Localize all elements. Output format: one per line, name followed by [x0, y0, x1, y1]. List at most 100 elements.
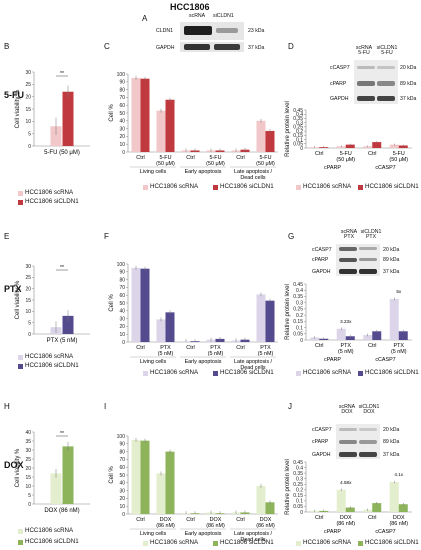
y-tick-label: 0.4 [296, 465, 303, 471]
x-group-label: Early apoptosis [185, 359, 222, 365]
blot-band [359, 452, 377, 457]
bar [398, 504, 408, 512]
y-tick-label: 10 [25, 484, 31, 490]
x-tick-label: 5-FU [393, 151, 405, 157]
bar [140, 440, 150, 514]
bar [389, 482, 399, 512]
fold-change-label: 4.58x [340, 480, 352, 485]
legend-entry: HCC1806 siCLDN1 [358, 369, 419, 376]
y-tick-label: 60 [119, 465, 125, 471]
legend-entry: HCC1806 scRNA [143, 369, 198, 376]
legend-swatch [213, 370, 218, 376]
y-tick-label: 35 [25, 439, 31, 445]
y-tick-label: 40 [119, 119, 125, 125]
y-tick-label: 40 [119, 309, 125, 315]
blot-band [359, 428, 377, 431]
blot-band [377, 66, 395, 69]
blot-band-name: cCASP7 [330, 65, 350, 71]
blot-band [339, 428, 357, 431]
y-tick-label: 0.1 [296, 325, 303, 331]
x-tick-label: DOX [160, 517, 172, 523]
legend-swatch [296, 184, 301, 190]
y-tick-label: 0.35 [293, 116, 303, 122]
bar [140, 268, 150, 342]
bar [389, 298, 399, 340]
y-tick-label: 30 [119, 316, 125, 322]
legend-entry: HCC1806 scRNA [143, 539, 198, 546]
blot-kda: 20 kDa [383, 427, 400, 433]
legend-entry: HCC1806 siCLDN1 [18, 198, 79, 205]
blot-band [339, 452, 357, 457]
y-tick-label: 0.35 [293, 471, 303, 477]
significance-label: ** [60, 265, 64, 271]
y-tick-label: 0.3 [296, 476, 303, 482]
bar [336, 489, 346, 512]
legend-entry: HCC1806 scRNA [18, 527, 73, 534]
y-tick-label: 10 [25, 119, 31, 125]
panel-letter-e: E [4, 232, 10, 241]
blot-band [359, 258, 377, 261]
x-tick-label: (5 nM) [338, 349, 354, 355]
legend-swatch [213, 540, 218, 546]
row-label-5fu: 5-FU [4, 90, 24, 100]
y-tick-label: 10 [25, 309, 31, 315]
y-axis-label: Cell % [109, 294, 115, 312]
legend-entry: HCC1806 siCLDN1 [358, 539, 419, 546]
legend-entry: HCC1806 scRNA [143, 183, 198, 190]
y-axis-label: Cell viability % [15, 280, 21, 319]
y-tick-label: 0.45 [293, 460, 303, 466]
y-tick-label: 15 [25, 298, 31, 304]
x-tick-label: (50 μM) [206, 161, 225, 167]
legend-swatch [358, 540, 363, 546]
y-tick-label: 0.25 [293, 307, 303, 313]
blot-band [377, 81, 395, 86]
x-tick-label: Ctrl [236, 155, 244, 161]
y-axis-label: Relative protein level [285, 284, 291, 340]
x-tick-label: 5-FU [260, 155, 272, 161]
y-tick-label: 70 [119, 457, 125, 463]
y-tick-label: 80 [119, 449, 125, 455]
y-tick-label: 0.45 [293, 108, 303, 114]
x-tick-label: (50 μM) [389, 157, 408, 163]
legend-entry: HCC1806 scRNA [296, 369, 351, 376]
x-tick-label: PTX (5 nM) [47, 338, 78, 344]
x-tick-label: (50 μM) [256, 161, 275, 167]
y-tick-label: 0 [28, 332, 31, 338]
y-tick-label: 30 [119, 126, 125, 132]
legend-entry: HCC1806 siCLDN1 [213, 183, 274, 190]
bar [50, 473, 62, 504]
legend-swatch [296, 540, 301, 546]
x-tick-label: (86 nM) [156, 523, 175, 529]
y-tick-label: 30 [119, 488, 125, 494]
y-tick-label: 100 [117, 72, 126, 78]
blot-band-name: cCASP7 [312, 427, 332, 433]
x-tick-label: 5-FU (50 μM) [44, 150, 80, 156]
blot-band-name: cPARP [312, 257, 329, 263]
x-tick-label: Ctrl [186, 155, 194, 161]
blot-lane-label: scRNA DOX [338, 404, 356, 416]
blot-kda: 37 kDa [400, 96, 417, 102]
legend-entry: HCC1806 scRNA [296, 539, 351, 546]
legend-swatch [18, 363, 23, 369]
y-tick-label: 10 [119, 504, 125, 510]
y-tick-label: 80 [119, 87, 125, 93]
blot-lane-label: siCLDN1 [213, 13, 234, 19]
x-tick-label: 5-FU [160, 155, 172, 161]
blot-lane-label: siCLDN1 PTX [360, 229, 382, 241]
legend-entry: HCC1806 siCLDN1 [213, 539, 274, 546]
bar [363, 335, 373, 340]
y-tick-label: 0.1 [296, 499, 303, 505]
x-tick-label: PTX [210, 345, 221, 351]
x-tick-label: DOX [260, 517, 272, 523]
legend-swatch [213, 184, 218, 190]
y-tick-label: 25 [25, 82, 31, 88]
y-axis-label: Cell viability % [15, 448, 21, 487]
blot-band [359, 440, 377, 444]
bar [398, 145, 408, 148]
blot-band-name: cPARP [330, 81, 347, 87]
legend-swatch [143, 370, 148, 376]
y-tick-label: 0.15 [293, 319, 303, 325]
bar [265, 130, 275, 152]
blot-band [359, 269, 377, 274]
y-tick-label: 100 [117, 434, 126, 440]
